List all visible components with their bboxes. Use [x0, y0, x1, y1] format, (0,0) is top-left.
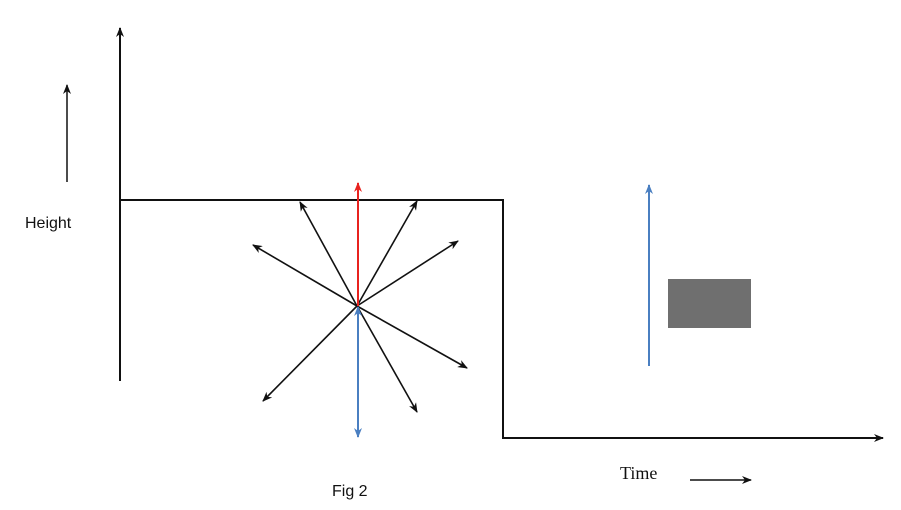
arrow-lower-left [262, 305, 358, 402]
arrow-down-right [356, 305, 418, 413]
arrow-lower-right [356, 305, 468, 369]
radiating-arrows [252, 200, 468, 413]
height-label: Height [25, 215, 72, 232]
grey-block [668, 279, 751, 328]
arrow-upper-right [356, 200, 418, 307]
arrow-upper-left [299, 201, 358, 307]
step-profile-line [120, 199, 884, 442]
arrow-left [252, 244, 358, 307]
arrow-right-up [356, 240, 459, 307]
time-label: Time [620, 463, 657, 483]
figure-caption: Fig 2 [332, 483, 368, 500]
